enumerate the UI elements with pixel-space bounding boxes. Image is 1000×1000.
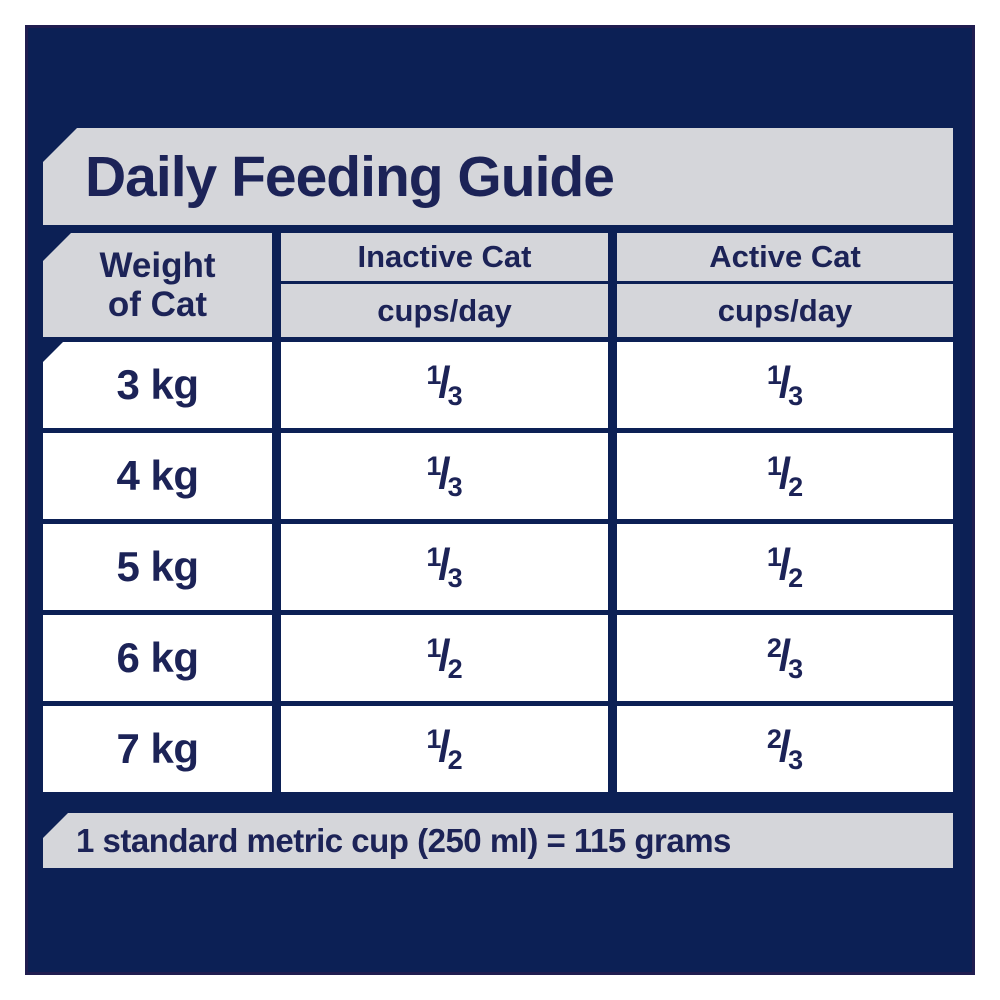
cell-weight-4kg: 4 kg [43, 433, 272, 519]
footer-note-bar: 1 standard metric cup (250 ml) = 115 gra… [43, 813, 953, 868]
cell-inactive-5kg: 1/3 [281, 524, 608, 610]
cell-weight-3kg: 3 kg [43, 342, 272, 428]
header-weight-line1: Weight [99, 246, 216, 285]
cell-inactive-6kg: 1/2 [281, 615, 608, 701]
header-divider [617, 281, 953, 284]
cell-inactive-4kg: 1/3 [281, 433, 608, 519]
fraction-value: 1/2 [766, 540, 804, 593]
header-inactive-units: cups/day [377, 292, 512, 328]
cell-inactive-3kg: 1/3 [281, 342, 608, 428]
fraction-value: 1/3 [766, 358, 804, 411]
cell-weight-5kg: 5 kg [43, 524, 272, 610]
footer-note: 1 standard metric cup (250 ml) = 115 gra… [76, 821, 731, 859]
cell-active-4kg: 1/2 [617, 433, 953, 519]
title-bar: Daily Feeding Guide [43, 128, 953, 225]
cell-weight-7kg: 7 kg [43, 706, 272, 792]
header-active-label: Active Cat [709, 239, 861, 274]
header-inactive-label: Inactive Cat [357, 239, 532, 274]
fraction-value: 1/2 [426, 631, 463, 684]
header-weight-of-cat: Weight of Cat [43, 233, 272, 337]
fraction-value: 1/3 [426, 540, 463, 593]
header-weight-line2: of Cat [107, 285, 208, 324]
header-active-cat: Active Cat cups/day [617, 233, 953, 337]
cell-active-5kg: 1/2 [617, 524, 953, 610]
cell-active-7kg: 2/3 [617, 706, 953, 792]
fraction-value: 1/3 [426, 358, 463, 411]
cell-active-6kg: 2/3 [617, 615, 953, 701]
fraction-value: 1/2 [426, 722, 463, 775]
cell-inactive-7kg: 1/2 [281, 706, 608, 792]
cell-active-3kg: 1/3 [617, 342, 953, 428]
fraction-value: 1/2 [766, 449, 804, 502]
fraction-value: 2/3 [766, 722, 804, 775]
header-active-units: cups/day [717, 292, 853, 328]
fraction-value: 2/3 [766, 631, 804, 684]
header-divider [281, 281, 608, 284]
fraction-value: 1/3 [426, 449, 463, 502]
cell-weight-6kg: 6 kg [43, 615, 272, 701]
page-title: Daily Feeding Guide [85, 144, 615, 209]
feeding-guide-panel: Daily Feeding Guide Weight of Cat Inacti… [25, 25, 975, 975]
header-inactive-cat: Inactive Cat cups/day [281, 233, 608, 337]
feeding-table: Weight of Cat Inactive Cat cups/day Acti… [43, 233, 953, 792]
